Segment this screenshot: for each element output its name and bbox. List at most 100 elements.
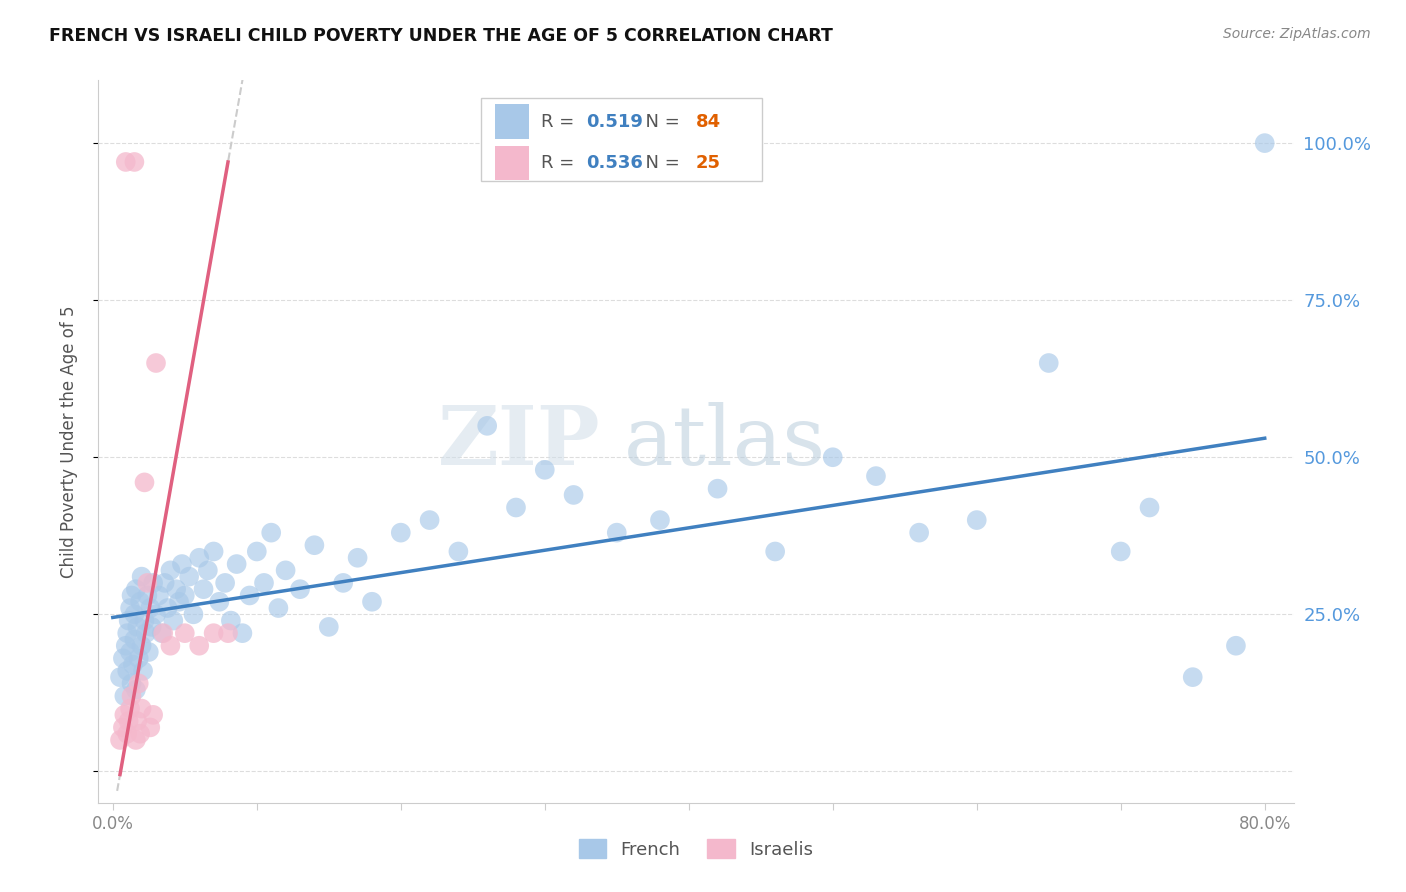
Point bbox=[124, 607, 146, 622]
Point bbox=[173, 626, 195, 640]
Point bbox=[419, 513, 441, 527]
Point bbox=[115, 664, 138, 678]
Text: R =: R = bbox=[541, 154, 579, 172]
Point bbox=[966, 513, 988, 527]
Point bbox=[112, 707, 135, 722]
Text: FRENCH VS ISRAELI CHILD POVERTY UNDER THE AGE OF 5 CORRELATION CHART: FRENCH VS ISRAELI CHILD POVERTY UNDER TH… bbox=[49, 27, 834, 45]
Point bbox=[260, 525, 283, 540]
Text: R =: R = bbox=[541, 112, 579, 130]
Text: 25: 25 bbox=[696, 154, 721, 172]
Text: 0.519: 0.519 bbox=[586, 112, 643, 130]
Point bbox=[1139, 500, 1161, 515]
Point bbox=[202, 544, 225, 558]
Text: Source: ZipAtlas.com: Source: ZipAtlas.com bbox=[1223, 27, 1371, 41]
Point bbox=[150, 626, 173, 640]
Point bbox=[139, 601, 162, 615]
Point bbox=[447, 544, 470, 558]
Point bbox=[706, 482, 728, 496]
Point bbox=[131, 701, 153, 715]
Point bbox=[114, 155, 136, 169]
Point bbox=[159, 563, 181, 577]
Point bbox=[125, 682, 148, 697]
Point bbox=[865, 469, 887, 483]
Point bbox=[153, 575, 176, 590]
Point bbox=[267, 601, 290, 615]
Point bbox=[562, 488, 585, 502]
Text: 0.536: 0.536 bbox=[586, 154, 643, 172]
Point bbox=[120, 701, 142, 715]
Point bbox=[134, 614, 156, 628]
Point bbox=[131, 639, 153, 653]
Point bbox=[128, 651, 150, 665]
Point bbox=[120, 645, 142, 659]
Point bbox=[112, 689, 135, 703]
Point bbox=[125, 733, 148, 747]
Point bbox=[115, 727, 138, 741]
Point bbox=[219, 614, 242, 628]
Point bbox=[1225, 639, 1247, 653]
Point bbox=[120, 601, 142, 615]
Point bbox=[606, 525, 628, 540]
Point bbox=[389, 525, 412, 540]
Point bbox=[159, 639, 181, 653]
Point bbox=[121, 676, 143, 690]
Point bbox=[648, 513, 671, 527]
Point bbox=[139, 720, 162, 734]
Point bbox=[162, 614, 184, 628]
Y-axis label: Child Poverty Under the Age of 5: Child Poverty Under the Age of 5 bbox=[59, 305, 77, 578]
Point bbox=[115, 626, 138, 640]
Point bbox=[136, 589, 159, 603]
Point bbox=[108, 733, 131, 747]
Point bbox=[183, 607, 205, 622]
Point bbox=[129, 595, 152, 609]
Text: 84: 84 bbox=[696, 112, 721, 130]
Point bbox=[148, 589, 170, 603]
Point bbox=[179, 569, 201, 583]
Point bbox=[122, 657, 145, 672]
FancyBboxPatch shape bbox=[495, 104, 529, 139]
Point bbox=[246, 544, 269, 558]
Text: N =: N = bbox=[634, 154, 685, 172]
Point bbox=[202, 626, 225, 640]
Point bbox=[208, 595, 231, 609]
Point bbox=[318, 620, 340, 634]
Point bbox=[188, 639, 211, 653]
Point bbox=[131, 569, 153, 583]
Point bbox=[124, 155, 146, 169]
Point bbox=[108, 670, 131, 684]
Point bbox=[141, 620, 163, 634]
Point bbox=[118, 614, 141, 628]
Point bbox=[145, 356, 167, 370]
Point bbox=[124, 632, 146, 647]
Text: N =: N = bbox=[634, 112, 685, 130]
Point bbox=[361, 595, 384, 609]
Point bbox=[197, 563, 219, 577]
Point bbox=[128, 676, 150, 690]
Point bbox=[231, 626, 253, 640]
Point bbox=[170, 557, 193, 571]
Point bbox=[1254, 136, 1277, 150]
Point bbox=[152, 626, 174, 640]
Point bbox=[127, 714, 149, 728]
Point bbox=[129, 727, 152, 741]
Point bbox=[217, 626, 239, 640]
Point bbox=[134, 475, 156, 490]
Point bbox=[145, 607, 167, 622]
Point bbox=[165, 582, 187, 597]
Point bbox=[132, 664, 155, 678]
Point bbox=[505, 500, 527, 515]
Point bbox=[135, 626, 157, 640]
Point bbox=[142, 707, 165, 722]
Point bbox=[121, 689, 143, 703]
Text: ZIP: ZIP bbox=[437, 401, 600, 482]
Point bbox=[142, 575, 165, 590]
Point bbox=[253, 575, 276, 590]
Point bbox=[111, 720, 134, 734]
Point bbox=[125, 582, 148, 597]
Point bbox=[214, 575, 236, 590]
Point bbox=[167, 595, 190, 609]
Point bbox=[239, 589, 262, 603]
Point bbox=[1038, 356, 1060, 370]
Point bbox=[121, 589, 143, 603]
Point bbox=[763, 544, 786, 558]
